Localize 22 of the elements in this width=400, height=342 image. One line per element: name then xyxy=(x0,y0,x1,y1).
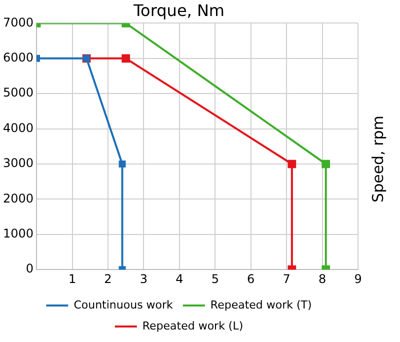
y-tick-label: 1000 xyxy=(2,226,34,241)
x-tick-label: 2 xyxy=(104,272,112,286)
y-axis-title: Speed, rpm xyxy=(369,114,387,204)
x-tick-label: 7 xyxy=(282,272,290,286)
y-tick-label: 7000 xyxy=(2,15,34,30)
y-tick-label: 0 xyxy=(26,262,34,276)
x-tick-label: 5 xyxy=(211,272,219,286)
x-tick-label: 6 xyxy=(247,272,255,286)
y-tick-label: 4000 xyxy=(2,120,34,135)
legend-label: Countinuous work xyxy=(74,298,174,312)
legend-label: Repeated work (T) xyxy=(210,298,312,312)
legend-label: Repeated work (L) xyxy=(142,319,244,332)
x-tick-label: 8 xyxy=(318,272,326,286)
y-tick-label: 3000 xyxy=(2,156,34,170)
x-axis-title: Torque, Nm xyxy=(132,0,225,20)
y-tick-label: 5000 xyxy=(2,86,34,100)
x-tick-label: 4 xyxy=(176,272,184,286)
y-tick-label: 2000 xyxy=(2,191,34,206)
x-tick-label: 9 xyxy=(354,272,362,286)
x-tick-label: 1 xyxy=(68,272,76,286)
x-tick-label: 3 xyxy=(140,272,148,286)
y-tick-label: 6000 xyxy=(2,50,34,65)
